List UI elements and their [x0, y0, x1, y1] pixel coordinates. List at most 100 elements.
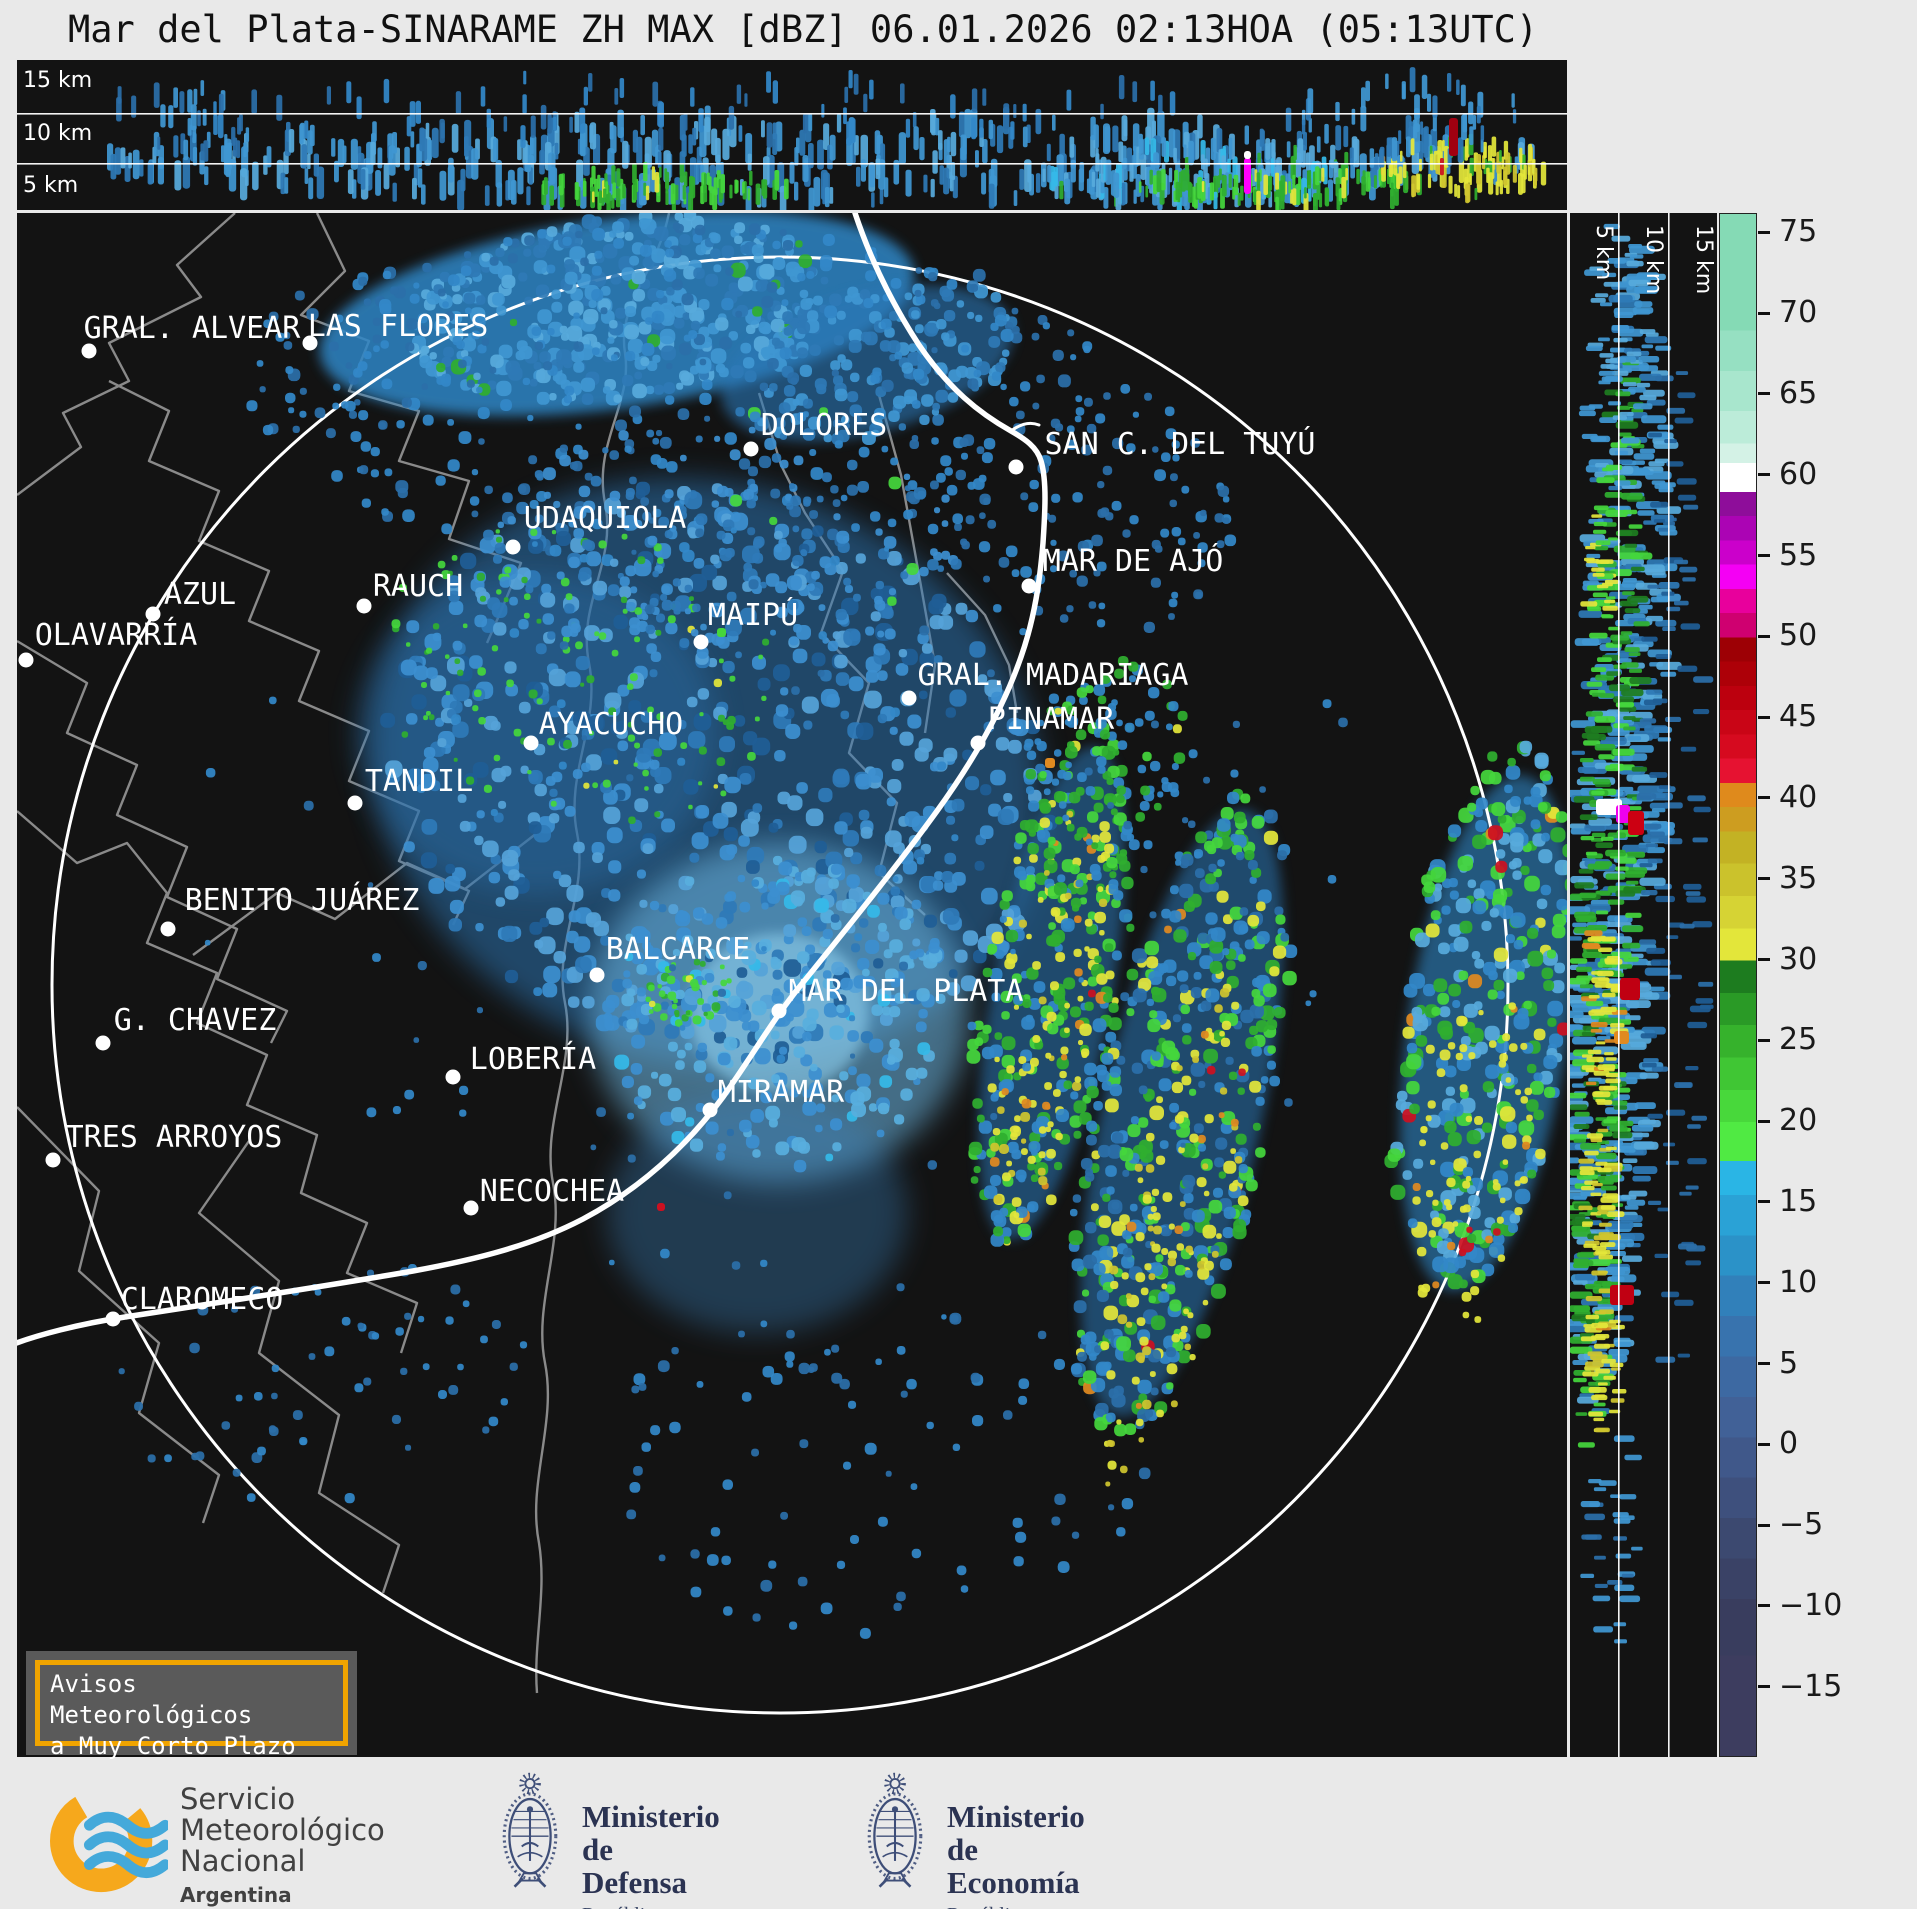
- city-dot: [445, 1069, 461, 1085]
- colorbar-tick: [1758, 392, 1770, 396]
- coat-of-arms-icon: [497, 1770, 563, 1890]
- city-label: OLAVARRÍA: [35, 617, 198, 653]
- city-dot: [901, 690, 917, 706]
- colorbar-tick-label: 25: [1779, 1022, 1818, 1058]
- colorbar-tick: [1758, 1038, 1770, 1042]
- colorbar-tick: [1758, 877, 1770, 881]
- city-label: SAN C. DEL TUYÚ: [1045, 425, 1316, 462]
- colorbar-tick: [1758, 715, 1770, 719]
- city-label: NECOCHEA: [480, 1174, 625, 1209]
- colorbar-tick: [1758, 634, 1770, 638]
- city-label: LOBERÍA: [470, 1041, 596, 1077]
- colorbar-tick-label: 0: [1779, 1426, 1799, 1462]
- city-dot: [356, 598, 372, 614]
- city-dot: [970, 735, 986, 751]
- notice-line2: a Muy Corto Plazo: [50, 1732, 296, 1760]
- colorbar-tick: [1758, 1281, 1770, 1285]
- city-dot: [589, 967, 605, 983]
- colorbar-tick: [1758, 1200, 1770, 1204]
- colorbar-tick-label: 30: [1779, 941, 1818, 977]
- city-dot: [105, 1311, 121, 1327]
- smn-line4: Argentina: [180, 1883, 292, 1907]
- city-label: MAIPÚ: [708, 596, 798, 633]
- city-dot: [145, 606, 161, 622]
- colorbar-tick-label: 75: [1779, 214, 1818, 250]
- city-label: G. CHAVEZ: [114, 1003, 277, 1038]
- right-cross-section-plot: 5 km 10 km 15 km: [1570, 213, 1716, 1757]
- city-dot: [18, 652, 34, 668]
- city-label: CLAROMECO: [121, 1282, 284, 1317]
- city-dot: [463, 1200, 479, 1216]
- colorbar-tick-label: 15: [1779, 1183, 1818, 1219]
- city-dot: [702, 1102, 718, 1118]
- colorbar-tick: [1758, 230, 1770, 234]
- city-dot: [95, 1035, 111, 1051]
- colorbar-tick: [1758, 796, 1770, 800]
- colorbar-tick-label: 60: [1779, 456, 1818, 492]
- city-label: AZUL: [164, 577, 236, 612]
- colorbar-tick-label: 70: [1779, 295, 1818, 331]
- city-dot: [505, 539, 521, 555]
- page-title: Mar del Plata-SINARAME ZH MAX [dBZ] 06.0…: [68, 8, 1539, 51]
- altitude-label: 15 km: [1691, 225, 1716, 294]
- notice-line1: Avisos Meteorológicos: [50, 1670, 253, 1729]
- ministry-economia-line2: de Economía: [947, 1832, 1080, 1900]
- city-dot: [160, 921, 176, 937]
- altitude-label: 10 km: [23, 121, 92, 146]
- colorbar-tick-label: 50: [1779, 618, 1818, 654]
- altitude-label: 10 km: [1641, 225, 1666, 294]
- altitude-label: 5 km: [1591, 225, 1616, 280]
- city-label: UDAQUIOLA: [524, 501, 687, 536]
- city-label: GRAL. MADARIAGA: [918, 658, 1189, 693]
- ministry-defensa-line1: Ministerio: [582, 1799, 720, 1834]
- warning-notice-box[interactable]: Avisos Meteorológicos a Muy Corto Plazo: [26, 1651, 357, 1760]
- footer: Servicio Meteorológico Nacional Argentin…: [0, 1760, 1917, 1909]
- ministry-economia-sub: República Argentina: [947, 1904, 1085, 1909]
- colorbar-tick: [1758, 1442, 1770, 1446]
- city-label: MAR DE AJÓ: [1043, 542, 1224, 579]
- city-dot: [347, 795, 363, 811]
- colorbar-tick-label: −5: [1779, 1507, 1824, 1543]
- ministry-economia-line1: Ministerio: [947, 1799, 1085, 1834]
- colorbar-tick: [1758, 473, 1770, 477]
- ministry-defensa-line2: de Defensa: [582, 1832, 688, 1900]
- radar-map[interactable]: GRAL. ALVEAR LAS FLORES DOLORES SAN C. DEL …: [17, 213, 1567, 1757]
- colorbar-tick-label: −10: [1779, 1587, 1843, 1623]
- coat-of-arms-icon: [862, 1770, 928, 1890]
- city-label: AYACUCHO: [539, 707, 684, 742]
- city-dot: [771, 1003, 787, 1019]
- reflectivity-colorbar: 75 70 65 60 55 50 45 40 35 30 25 20 15 10 5 0 −5 −10 −15: [1719, 213, 1917, 1757]
- city-label: DOLORES: [761, 408, 887, 443]
- top-cross-section-panel: 15 km 10 km 5 km: [17, 60, 1567, 210]
- city-label: BALCARCE: [606, 932, 751, 967]
- colorbar-tick: [1758, 1523, 1770, 1527]
- altitude-label: 5 km: [23, 173, 78, 198]
- top-cross-section-plot: 15 km 10 km 5 km: [17, 67, 1567, 210]
- smn-logo-icon: [50, 1789, 168, 1893]
- colorbar-tick-label: 55: [1779, 537, 1818, 573]
- city-dot: [45, 1152, 61, 1168]
- colorbar-gradient: [1719, 213, 1757, 1757]
- city-label: GRAL. ALVEAR: [84, 311, 302, 346]
- colorbar-tick: [1758, 1604, 1770, 1608]
- colorbar-tick-label: 65: [1779, 375, 1818, 411]
- city-dot: [81, 343, 97, 359]
- colorbar-tick: [1758, 1119, 1770, 1123]
- colorbar-tick-label: −15: [1779, 1668, 1843, 1704]
- city-label: LAS FLORES: [308, 309, 489, 344]
- city-label: RAUCH: [373, 569, 463, 604]
- altitude-label: 15 km: [23, 68, 92, 93]
- colorbar-tick: [1758, 1685, 1770, 1689]
- smn-line2: Meteorológico: [180, 1813, 385, 1847]
- city-label: TRES ARROYOS: [66, 1120, 283, 1155]
- right-cross-section-panel: 5 km 10 km 15 km: [1570, 213, 1717, 1757]
- colorbar-tick-label: 10: [1779, 1264, 1818, 1300]
- colorbar-tick-label: 40: [1779, 779, 1818, 815]
- city-dot: [693, 634, 709, 650]
- city-label: MIRAMAR: [718, 1075, 845, 1110]
- city-label: BENITO JUÁREZ: [185, 882, 420, 918]
- city-label: MAR DEL PLATA: [789, 974, 1024, 1009]
- city-label: TANDIL: [365, 764, 473, 799]
- city-dot: [302, 335, 318, 351]
